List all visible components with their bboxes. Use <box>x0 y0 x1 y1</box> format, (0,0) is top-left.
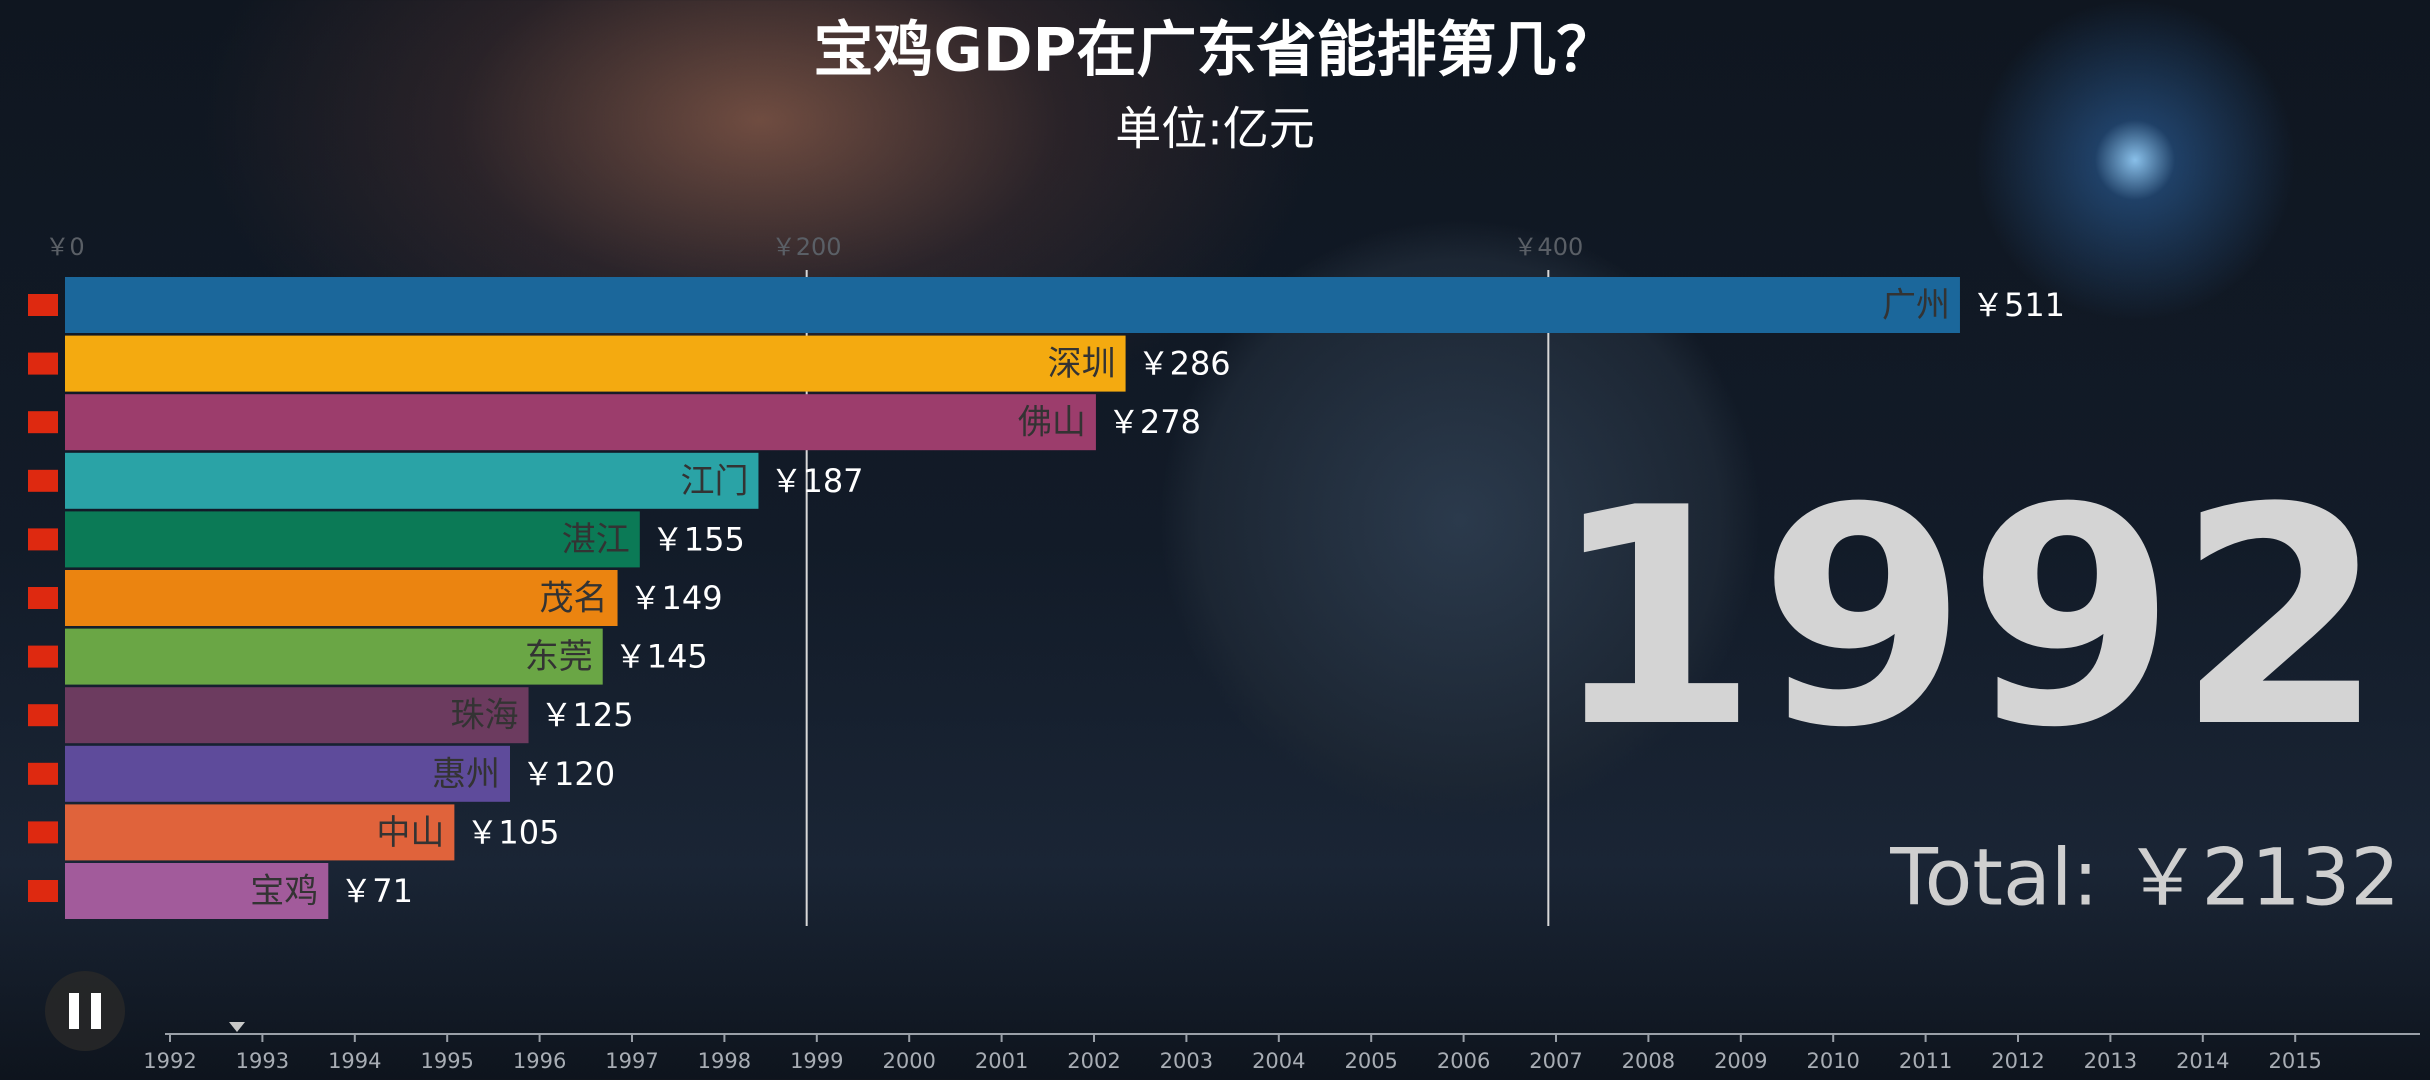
bar-category-label: 东莞 <box>525 637 593 677</box>
value-label: ￥149 <box>630 579 723 617</box>
value-label: ￥105 <box>466 813 559 851</box>
chart-title: 宝鸡GDP在广东省能排第几？ <box>813 16 1616 86</box>
timeline-label: 1999 <box>790 1049 843 1073</box>
pause-icon <box>69 993 79 1029</box>
value-label: ￥155 <box>652 520 745 558</box>
bar-category-label: 中山 <box>376 813 444 853</box>
timeline-label: 2012 <box>1991 1049 2044 1073</box>
bar-category-label: 宝鸡 <box>250 872 318 912</box>
timeline-label: 2009 <box>1714 1049 1767 1073</box>
bar <box>65 335 1126 392</box>
bar-category-label: 广州 <box>1882 286 1950 326</box>
bar <box>65 277 1960 333</box>
bar <box>65 570 618 626</box>
value-label: ￥187 <box>770 462 863 500</box>
timeline-label: 2004 <box>1252 1049 1305 1073</box>
flag <box>28 528 58 551</box>
flag <box>28 821 58 844</box>
value-label: ￥120 <box>522 755 615 793</box>
bar <box>65 628 603 685</box>
timeline-label: 2001 <box>975 1049 1028 1073</box>
flag <box>28 352 58 375</box>
bar <box>65 863 329 919</box>
timeline-label: 2006 <box>1437 1049 1490 1073</box>
flag <box>28 411 58 434</box>
value-label: ￥286 <box>1138 345 1231 383</box>
bar-category-label: 深圳 <box>1048 344 1116 384</box>
play-button[interactable] <box>45 971 125 1051</box>
bar-category-label: 佛山 <box>1018 403 1086 443</box>
bar <box>65 687 529 744</box>
timeline-label: 1998 <box>698 1049 751 1073</box>
timeline-label: 1994 <box>328 1049 381 1073</box>
bar <box>65 394 1096 451</box>
bar <box>65 452 759 509</box>
timeline-label: 2008 <box>1622 1049 1675 1073</box>
flag <box>28 762 58 785</box>
bar-category-label: 茂名 <box>540 579 608 619</box>
timeline-pointer[interactable] <box>229 1022 245 1032</box>
pause-icon <box>91 993 101 1029</box>
bar-category-label: 惠州 <box>432 754 500 794</box>
flag <box>28 294 58 316</box>
timeline-label: 1997 <box>605 1049 658 1073</box>
x-tick-label: ￥0 <box>45 233 84 261</box>
timeline-label: 1996 <box>513 1049 566 1073</box>
timeline-label: 2000 <box>882 1049 935 1073</box>
bar-category-label: 湛江 <box>562 520 630 560</box>
timeline-label: 2014 <box>2176 1049 2229 1073</box>
bar <box>65 804 455 861</box>
x-tick-label: ￥400 <box>1513 233 1583 261</box>
flag <box>28 645 58 668</box>
timeline-label: 1992 <box>143 1049 196 1073</box>
timeline-label: 2005 <box>1344 1049 1397 1073</box>
value-label: ￥71 <box>340 872 413 910</box>
year-label: 1992 <box>1550 444 2385 793</box>
value-label: ￥511 <box>1972 286 2065 324</box>
bar <box>65 745 510 802</box>
total-label: Total: ￥2132 <box>1889 833 2400 923</box>
timeline-label: 2011 <box>1899 1049 1952 1073</box>
bar <box>65 511 640 568</box>
timeline-label: 2015 <box>2268 1049 2321 1073</box>
value-label: ￥278 <box>1108 403 1201 441</box>
timeline-label: 2010 <box>1806 1049 1859 1073</box>
flag <box>28 704 58 727</box>
flag <box>28 469 58 492</box>
timeline-label: 2013 <box>2084 1049 2137 1073</box>
value-label: ￥145 <box>615 638 708 676</box>
flag <box>28 587 58 609</box>
x-tick-label: ￥200 <box>772 233 842 261</box>
chart-subtitle: 单位:亿元 <box>1115 102 1315 156</box>
timeline-label: 1995 <box>420 1049 473 1073</box>
bar-category-label: 江门 <box>680 461 748 501</box>
timeline-label: 1993 <box>236 1049 289 1073</box>
flag <box>28 880 58 902</box>
timeline-label: 2007 <box>1529 1049 1582 1073</box>
timeline-label: 2002 <box>1067 1049 1120 1073</box>
value-label: ￥125 <box>541 696 634 734</box>
bar-category-label: 珠海 <box>451 696 519 736</box>
timeline-label: 2003 <box>1160 1049 1213 1073</box>
